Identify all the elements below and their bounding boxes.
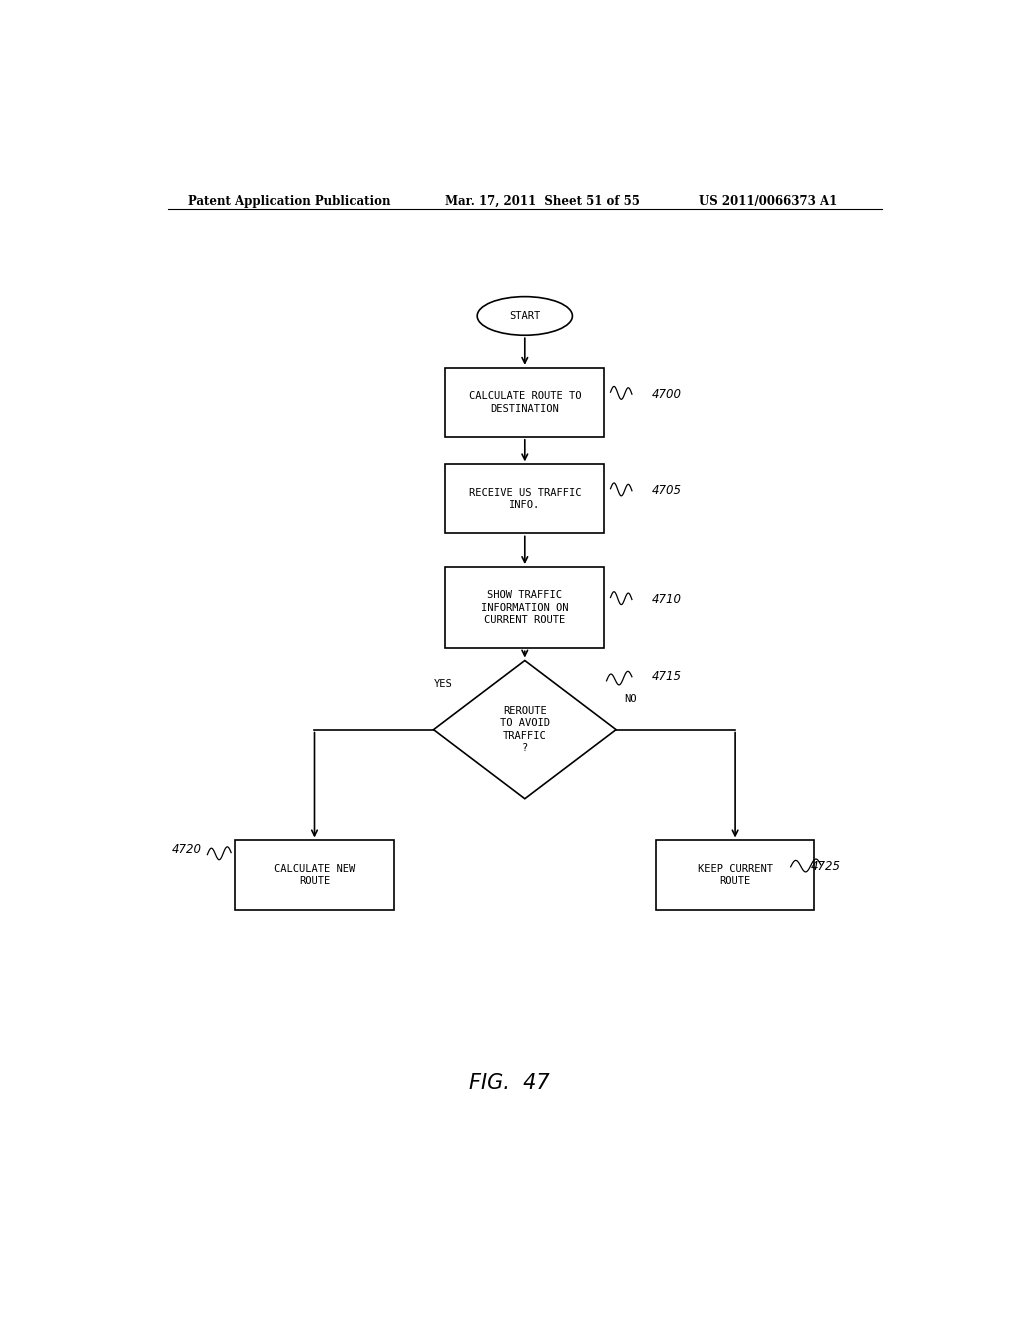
Text: 4715: 4715 [652,671,682,684]
Text: YES: YES [434,678,453,689]
Text: 4700: 4700 [652,388,682,401]
Text: REROUTE
TO AVOID
TRAFFIC
?: REROUTE TO AVOID TRAFFIC ? [500,706,550,754]
Polygon shape [433,660,616,799]
Text: RECEIVE US TRAFFIC
INFO.: RECEIVE US TRAFFIC INFO. [469,487,581,510]
Text: 4705: 4705 [652,484,682,498]
FancyBboxPatch shape [655,841,814,909]
Text: CALCULATE ROUTE TO
DESTINATION: CALCULATE ROUTE TO DESTINATION [469,391,581,413]
Text: SHOW TRAFFIC
INFORMATION ON
CURRENT ROUTE: SHOW TRAFFIC INFORMATION ON CURRENT ROUT… [481,590,568,626]
Ellipse shape [477,297,572,335]
Text: US 2011/0066373 A1: US 2011/0066373 A1 [699,195,838,209]
Text: 4710: 4710 [652,593,682,606]
FancyBboxPatch shape [445,465,604,533]
Text: KEEP CURRENT
ROUTE: KEEP CURRENT ROUTE [697,863,772,886]
Text: START: START [509,312,541,321]
Text: FIG.  47: FIG. 47 [469,1073,550,1093]
Text: CALCULATE NEW
ROUTE: CALCULATE NEW ROUTE [273,863,355,886]
Text: Patent Application Publication: Patent Application Publication [187,195,390,209]
Text: NO: NO [624,694,637,704]
Text: Mar. 17, 2011  Sheet 51 of 55: Mar. 17, 2011 Sheet 51 of 55 [445,195,640,209]
FancyBboxPatch shape [236,841,394,909]
Text: 4720: 4720 [172,843,202,857]
FancyBboxPatch shape [445,568,604,648]
Text: 4725: 4725 [811,861,841,874]
FancyBboxPatch shape [445,368,604,437]
